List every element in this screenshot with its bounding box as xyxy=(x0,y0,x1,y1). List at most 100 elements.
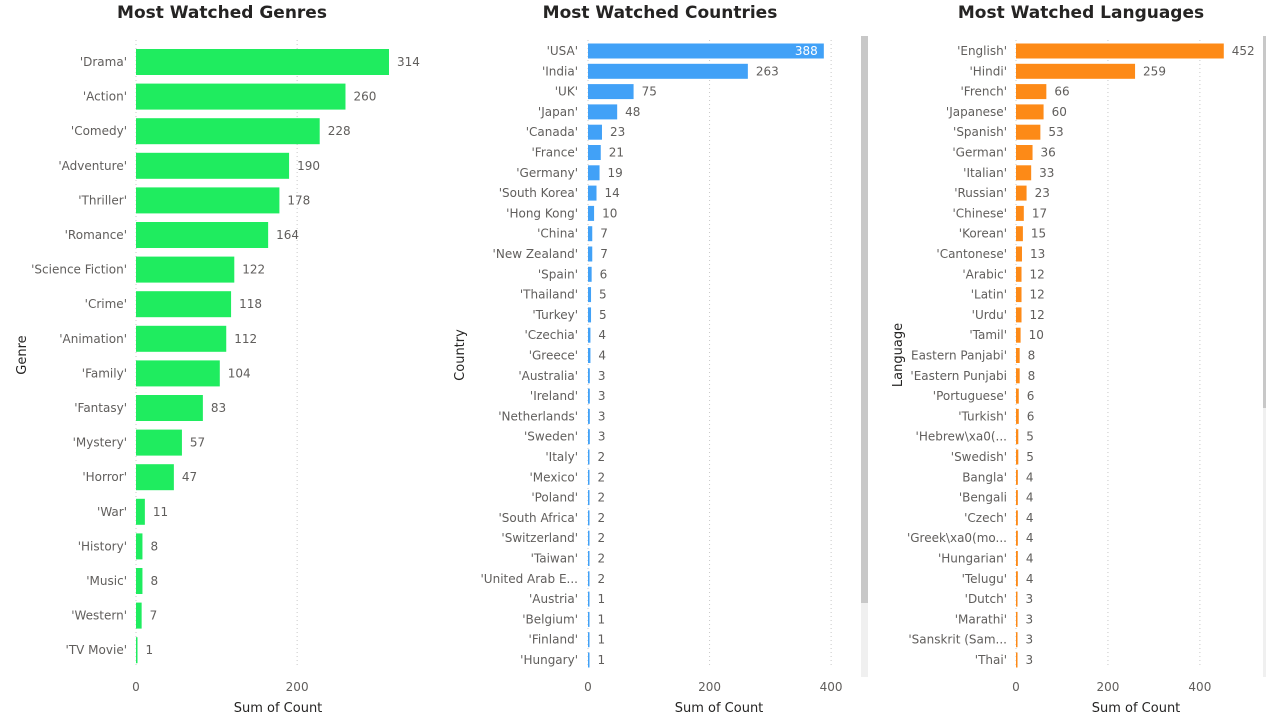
bar[interactable] xyxy=(1016,84,1047,100)
bar[interactable] xyxy=(136,429,182,456)
bar[interactable] xyxy=(1016,449,1019,465)
bar[interactable] xyxy=(136,222,269,248)
bar[interactable] xyxy=(588,266,592,282)
bar[interactable] xyxy=(1016,246,1022,262)
bar[interactable] xyxy=(588,104,618,120)
bar[interactable] xyxy=(1016,266,1022,282)
bar[interactable] xyxy=(1016,43,1224,59)
bar[interactable] xyxy=(1016,652,1018,668)
bar[interactable] xyxy=(588,449,590,465)
bar[interactable] xyxy=(588,510,590,526)
data-label: 23 xyxy=(610,125,625,139)
bar[interactable] xyxy=(1016,307,1022,323)
bar[interactable] xyxy=(588,43,824,59)
bar[interactable] xyxy=(136,325,227,352)
category-label: 'Urdu' xyxy=(972,308,1007,322)
bar[interactable] xyxy=(1016,327,1021,343)
bar[interactable] xyxy=(588,551,590,566)
bar[interactable] xyxy=(136,602,142,629)
bar[interactable] xyxy=(1016,348,1020,363)
bar[interactable] xyxy=(1016,124,1041,140)
bar[interactable] xyxy=(588,469,590,485)
bar[interactable] xyxy=(1016,287,1022,303)
bar[interactable] xyxy=(588,124,602,140)
bar[interactable] xyxy=(588,63,748,79)
bar[interactable] xyxy=(588,226,593,242)
category-label: 'English' xyxy=(957,44,1007,58)
category-label: 'Thailand' xyxy=(520,288,578,302)
bar[interactable] xyxy=(1016,551,1018,566)
bar[interactable] xyxy=(588,652,590,668)
bar[interactable] xyxy=(588,571,590,587)
bar[interactable] xyxy=(1016,632,1018,648)
bar[interactable] xyxy=(588,611,590,627)
bar[interactable] xyxy=(1016,368,1020,384)
category-label: 'Horror' xyxy=(82,470,127,484)
bar[interactable] xyxy=(136,395,203,421)
bar[interactable] xyxy=(1016,205,1024,221)
bar[interactable] xyxy=(136,118,320,145)
bar[interactable] xyxy=(1016,388,1019,404)
bar[interactable] xyxy=(136,360,220,387)
scrollbar-thumb[interactable] xyxy=(861,36,868,603)
data-label: 5 xyxy=(1026,430,1034,444)
bar[interactable] xyxy=(136,187,280,214)
bar[interactable] xyxy=(1016,490,1018,506)
bar[interactable] xyxy=(1016,226,1023,242)
bar[interactable] xyxy=(1016,591,1018,607)
bar[interactable] xyxy=(588,145,601,160)
bar[interactable] xyxy=(588,246,593,262)
data-label: 4 xyxy=(1026,552,1034,566)
bar[interactable] xyxy=(588,429,590,445)
category-label: 'Family' xyxy=(82,366,127,380)
scrollbar-thumb[interactable] xyxy=(1263,36,1266,408)
bar[interactable] xyxy=(136,498,145,525)
bar[interactable] xyxy=(136,568,143,594)
bar[interactable] xyxy=(136,637,138,664)
bar[interactable] xyxy=(1016,571,1018,587)
bar[interactable] xyxy=(588,205,595,221)
bar[interactable] xyxy=(588,368,590,384)
bar[interactable] xyxy=(588,632,590,648)
category-label: 'German' xyxy=(952,146,1007,160)
data-label: 3 xyxy=(1026,612,1034,626)
bar[interactable] xyxy=(588,307,592,323)
bar[interactable] xyxy=(136,49,389,75)
bar[interactable] xyxy=(588,287,592,303)
bar[interactable] xyxy=(1016,185,1027,201)
bar[interactable] xyxy=(588,327,591,343)
bar[interactable] xyxy=(1016,469,1018,485)
bar[interactable] xyxy=(588,408,590,424)
bar[interactable] xyxy=(1016,63,1136,79)
category-label: Bangla' xyxy=(962,470,1007,484)
bar[interactable] xyxy=(1016,104,1044,120)
category-label: 'India' xyxy=(542,64,578,78)
data-label: 7 xyxy=(600,247,608,261)
bar[interactable] xyxy=(1016,408,1019,424)
bar[interactable] xyxy=(136,152,290,179)
category-label: 'Poland' xyxy=(531,491,578,505)
bar[interactable] xyxy=(588,490,590,506)
bar[interactable] xyxy=(136,256,235,283)
bar[interactable] xyxy=(588,348,591,363)
bar[interactable] xyxy=(588,84,634,100)
bar[interactable] xyxy=(136,464,174,491)
bar[interactable] xyxy=(136,533,143,560)
bar[interactable] xyxy=(136,291,232,318)
bar[interactable] xyxy=(1016,530,1018,546)
bar[interactable] xyxy=(588,185,597,201)
category-label: 'Belgium' xyxy=(522,612,578,626)
bar[interactable] xyxy=(588,530,590,546)
data-label: 47 xyxy=(182,470,197,484)
bar[interactable] xyxy=(1016,429,1019,445)
bar[interactable] xyxy=(588,165,600,181)
bar[interactable] xyxy=(588,591,590,607)
data-label: 8 xyxy=(150,574,158,588)
bar[interactable] xyxy=(136,83,346,110)
bar[interactable] xyxy=(1016,145,1033,160)
data-label: 6 xyxy=(1027,389,1035,403)
bar[interactable] xyxy=(588,388,590,404)
bar[interactable] xyxy=(1016,165,1032,181)
bar[interactable] xyxy=(1016,510,1018,526)
bar[interactable] xyxy=(1016,611,1018,627)
